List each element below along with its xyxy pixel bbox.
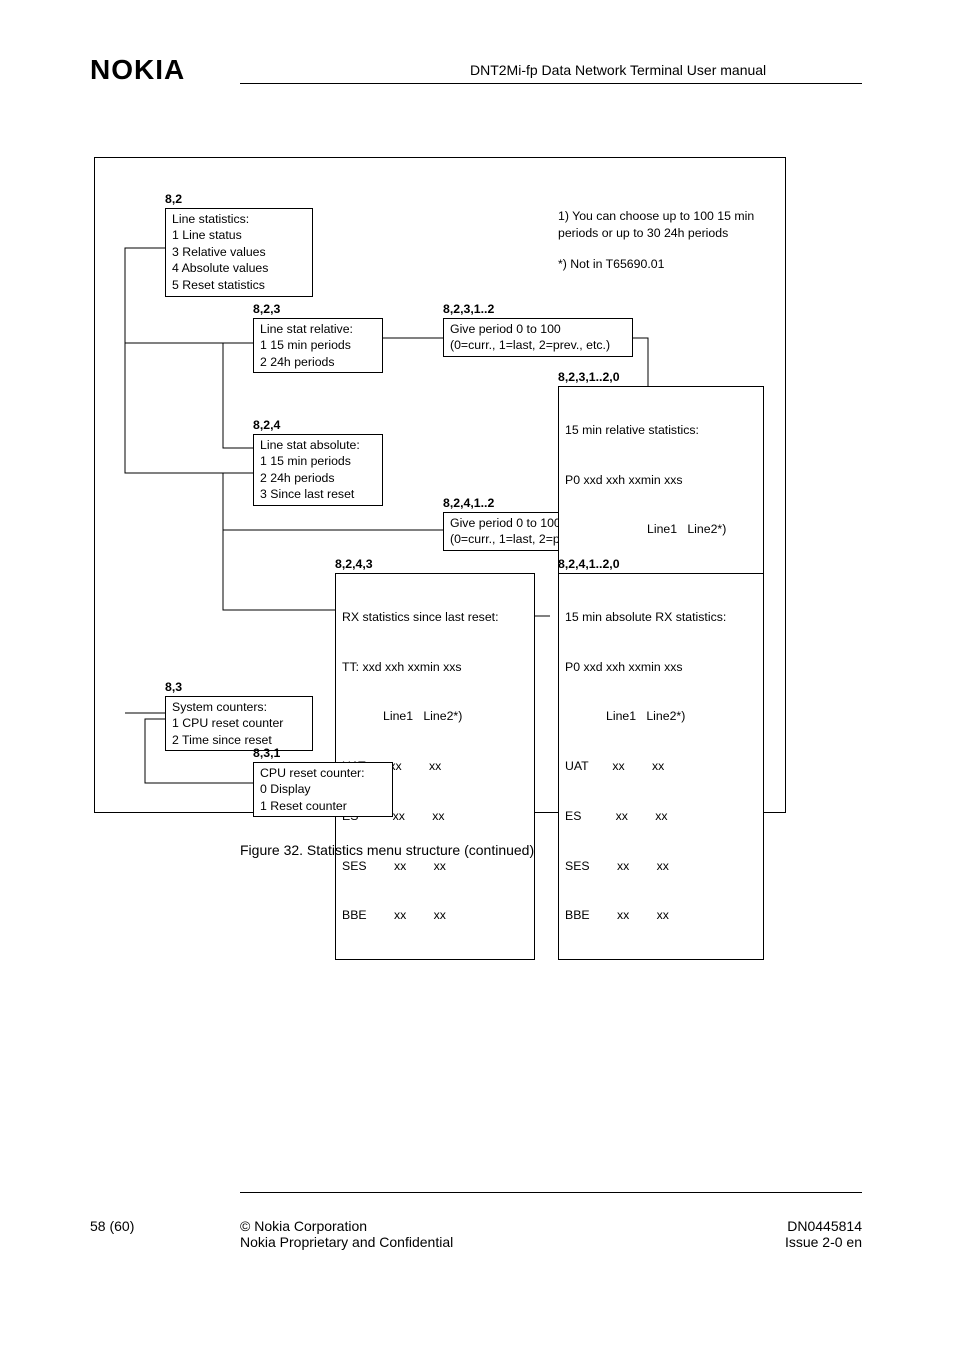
node-line: SES xx xx: [342, 858, 528, 875]
node-8-3-1: 8,3,1 CPU reset counter: 0 Display 1 Res…: [253, 745, 393, 817]
node-line: 1 CPU reset counter: [172, 715, 306, 732]
node-8-2-line: 1 Line status: [172, 227, 306, 244]
note-exclusion: *) Not in T65690.01: [558, 256, 664, 273]
footer-center: © Nokia Corporation Nokia Proprietary an…: [240, 1218, 453, 1250]
node-8-2-box: Line statistics: 1 Line status 3 Relativ…: [165, 208, 313, 297]
header-title: DNT2Mi-fp Data Network Terminal User man…: [470, 62, 766, 78]
footer-rule: [240, 1192, 862, 1193]
footer-copyright: © Nokia Corporation: [240, 1218, 453, 1234]
node-line: RX statistics since last reset:: [342, 609, 528, 626]
footer-docnum: DN0445814: [746, 1218, 862, 1234]
node-8-2-line: 3 Relative values: [172, 244, 306, 261]
node-8-2-3-12-0-title: 8,2,3,1..2,0: [558, 369, 764, 386]
node-8-2-3: 8,2,3 Line stat relative: 1 15 min perio…: [253, 301, 383, 373]
footer-confidential: Nokia Proprietary and Confidential: [240, 1234, 453, 1250]
node-line: Line1 Line2*): [342, 708, 528, 725]
node-8-3-1-title: 8,3,1: [253, 745, 393, 762]
node-8-2-4-12-0: 8,2,4,1..2,0 15 min absolute RX statisti…: [558, 556, 764, 960]
node-line: System counters:: [172, 699, 306, 716]
node-line: 1 15 min periods: [260, 453, 376, 470]
node-line: BBE xx xx: [565, 907, 757, 924]
node-8-2-4: 8,2,4 Line stat absolute: 1 15 min perio…: [253, 417, 383, 506]
node-line: 1 15 min periods: [260, 337, 376, 354]
node-8-3-1-box: CPU reset counter: 0 Display 1 Reset cou…: [253, 762, 393, 818]
footer-right: DN0445814 Issue 2-0 en: [746, 1218, 862, 1250]
note-periods: 1) You can choose up to 100 15 min perio…: [558, 208, 768, 242]
node-line: 3 Since last reset: [260, 486, 376, 503]
node-8-2-title: 8,2: [165, 191, 313, 208]
node-line: TT: xxd xxh xxmin xxs: [342, 659, 528, 676]
node-8-2-3-box: Line stat relative: 1 15 min periods 2 2…: [253, 318, 383, 374]
brand-logo: NOKIA: [90, 54, 185, 86]
node-line: 1 Reset counter: [260, 798, 386, 815]
node-line: UAT xx xx: [565, 758, 757, 775]
node-line: (0=curr., 1=last, 2=prev., etc.): [450, 337, 626, 354]
figure-caption: Figure 32. Statistics menu structure (co…: [240, 842, 534, 858]
node-line: 15 min relative statistics:: [565, 422, 757, 439]
node-line: 2 24h periods: [260, 470, 376, 487]
node-line: Line stat absolute:: [260, 437, 376, 454]
node-8-2-line: 5 Reset statistics: [172, 277, 306, 294]
node-line: 15 min absolute RX statistics:: [565, 609, 757, 626]
node-line: CPU reset counter:: [260, 765, 386, 782]
node-8-2: 8,2 Line statistics: 1 Line status 3 Rel…: [165, 191, 313, 297]
node-8-2-4-12-0-title: 8,2,4,1..2,0: [558, 556, 764, 573]
node-8-2-line: Line statistics:: [172, 211, 306, 228]
header-rule: [240, 83, 862, 84]
node-8-2-4-box: Line stat absolute: 1 15 min periods 2 2…: [253, 434, 383, 506]
node-line: Line1 Line2*): [565, 708, 757, 725]
node-8-3-title: 8,3: [165, 679, 313, 696]
footer-issue: Issue 2-0 en: [746, 1234, 862, 1250]
footer-page-number: 58 (60): [90, 1218, 134, 1234]
node-8-2-3-title: 8,2,3: [253, 301, 383, 318]
node-line: P0 xxd xxh xxmin xxs: [565, 472, 757, 489]
node-line: BBE xx xx: [342, 907, 528, 924]
node-line: P0 xxd xxh xxmin xxs: [565, 659, 757, 676]
node-line: SES xx xx: [565, 858, 757, 875]
node-line: 0 Display: [260, 781, 386, 798]
node-8-2-3-12: 8,2,3,1..2 Give period 0 to 100 (0=curr.…: [443, 301, 633, 357]
node-8-3-box: System counters: 1 CPU reset counter 2 T…: [165, 696, 313, 752]
node-8-2-4-3-title: 8,2,4,3: [335, 556, 535, 573]
node-line: Line1 Line2*): [565, 521, 757, 538]
node-8-2-4-12-0-box: 15 min absolute RX statistics: P0 xxd xx…: [558, 573, 764, 961]
node-8-2-3-12-box: Give period 0 to 100 (0=curr., 1=last, 2…: [443, 318, 633, 357]
page: NOKIA DNT2Mi-fp Data Network Terminal Us…: [0, 0, 954, 1351]
node-8-2-4-title: 8,2,4: [253, 417, 383, 434]
node-line: Line stat relative:: [260, 321, 376, 338]
node-line: 2 24h periods: [260, 354, 376, 371]
node-8-3: 8,3 System counters: 1 CPU reset counter…: [165, 679, 313, 751]
node-8-2-line: 4 Absolute values: [172, 260, 306, 277]
node-line: Give period 0 to 100: [450, 321, 626, 338]
node-8-2-3-12-title: 8,2,3,1..2: [443, 301, 633, 318]
node-line: ES xx xx: [565, 808, 757, 825]
diagram-frame: 1) You can choose up to 100 15 min perio…: [94, 157, 786, 813]
